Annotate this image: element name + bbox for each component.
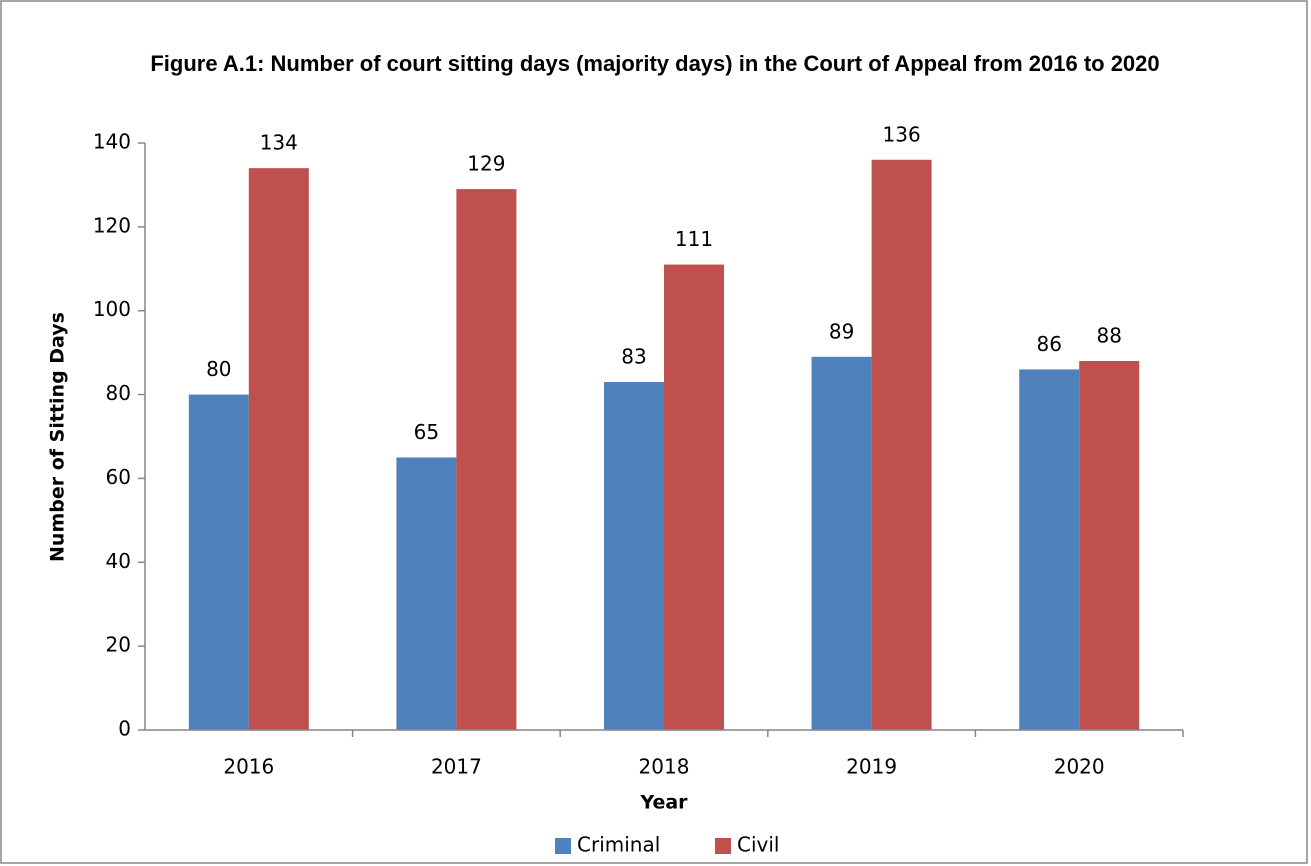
- data-label: 111: [675, 227, 713, 251]
- bar: [664, 264, 724, 730]
- legend-label: Civil: [737, 833, 779, 857]
- legend-swatch: [555, 838, 571, 854]
- bar: [604, 381, 664, 730]
- data-label: 88: [1096, 324, 1121, 348]
- x-tick-label: 2016: [223, 755, 274, 779]
- bar: [1079, 361, 1140, 730]
- bar: [248, 168, 309, 730]
- data-label: 136: [883, 122, 921, 146]
- data-label: 134: [260, 131, 298, 155]
- y-tick-label: 120: [93, 213, 131, 237]
- y-tick-label: 60: [106, 465, 131, 489]
- y-tick-label: 40: [106, 549, 131, 573]
- x-tick-label: 2018: [639, 755, 690, 779]
- data-label: 86: [1036, 332, 1061, 356]
- data-label: 80: [206, 357, 231, 381]
- x-tick-label: 2020: [1054, 755, 1105, 779]
- chart-title: Figure A.1: Number of court sitting days…: [150, 51, 1160, 76]
- bar: [396, 457, 457, 730]
- y-tick-label: 140: [93, 130, 131, 154]
- x-tick-label: 2017: [431, 755, 482, 779]
- y-tick-label: 0: [118, 717, 131, 741]
- bar: [811, 356, 872, 730]
- y-tick-label: 80: [106, 381, 131, 405]
- data-label: 89: [829, 319, 854, 343]
- y-tick-label: 100: [93, 297, 131, 321]
- bar: [871, 159, 932, 730]
- legend-label: Criminal: [577, 833, 660, 857]
- data-label: 83: [621, 344, 646, 368]
- bar: [1019, 369, 1080, 730]
- data-label: 129: [467, 152, 505, 176]
- bar: [188, 394, 249, 730]
- x-axis-title: Year: [639, 792, 688, 814]
- legend-swatch: [715, 838, 731, 854]
- data-label: 65: [414, 420, 439, 444]
- x-tick-label: 2019: [846, 755, 897, 779]
- y-tick-label: 20: [106, 633, 131, 657]
- bar: [456, 189, 517, 730]
- y-axis-title: Number of Sitting Days: [47, 312, 69, 562]
